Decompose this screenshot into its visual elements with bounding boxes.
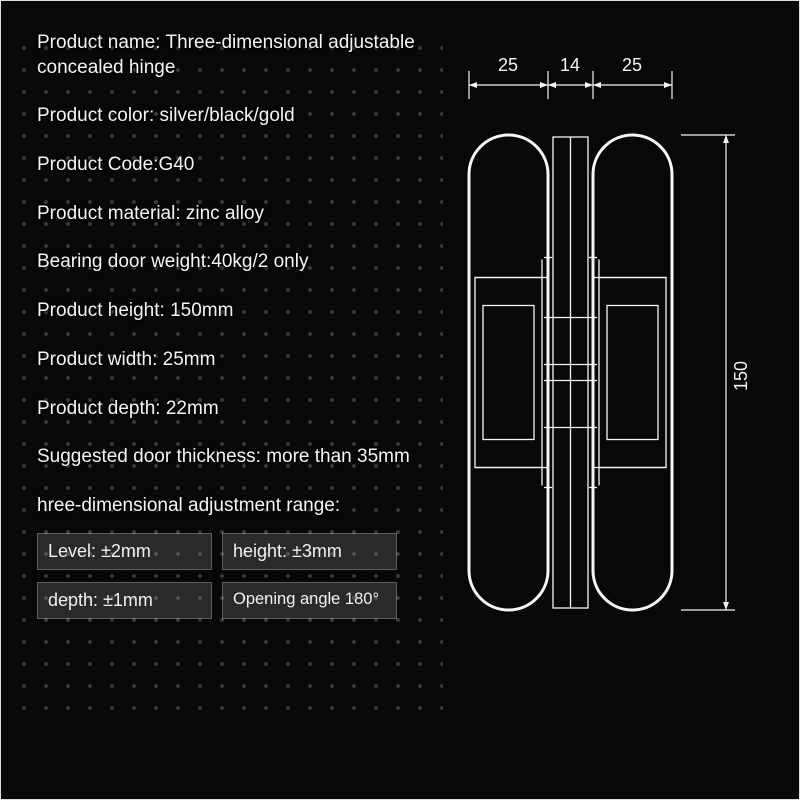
spec-width: Product width: 25mm <box>37 348 441 373</box>
dim-w1: 25 <box>498 55 518 75</box>
dim-w2: 14 <box>560 55 580 75</box>
spec-height: Product height: 150mm <box>37 299 441 324</box>
adjust-level: Level: ±2mm <box>37 533 212 570</box>
spec-material: Product material: zinc alloy <box>37 202 441 227</box>
spec-code: Product Code:G40 <box>37 153 441 178</box>
spec-thickness: Suggested door thickness: more than 35mm <box>37 445 441 470</box>
spec-adjust-title: hree-dimensional adjustment range: <box>37 494 441 519</box>
product-spec-card: Product name: Three-dimensional adjustab… <box>0 0 800 800</box>
dim-h: 150 <box>731 361 751 391</box>
spec-name: Product name: Three-dimensional adjustab… <box>37 31 441 80</box>
adjust-height: height: ±3mm <box>222 533 397 570</box>
adjust-depth: depth: ±1mm <box>37 582 212 619</box>
top-dimensions: 25 14 25 <box>469 55 672 99</box>
spec-bearing: Bearing door weight:40kg/2 only <box>37 250 441 275</box>
hinge-body <box>469 135 672 610</box>
adjust-angle: Opening angle 180° <box>222 582 397 619</box>
spec-color: Product color: silver/black/gold <box>37 104 441 129</box>
dim-w3: 25 <box>622 55 642 75</box>
adjust-row-1: Level: ±2mm height: ±3mm <box>37 533 441 570</box>
technical-drawing: 25 14 25 150 <box>451 41 791 741</box>
spec-depth: Product depth: 22mm <box>37 397 441 422</box>
specs-panel: Product name: Three-dimensional adjustab… <box>37 31 441 731</box>
adjust-row-2: depth: ±1mm Opening angle 180° <box>37 582 441 619</box>
right-dimension: 150 <box>681 135 751 610</box>
